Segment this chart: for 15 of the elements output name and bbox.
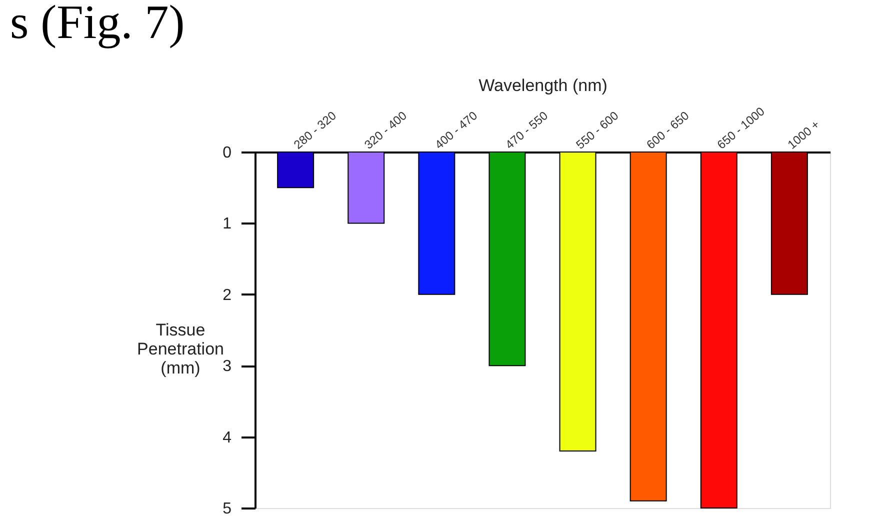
x-tick-label: 600 - 650 xyxy=(644,108,692,152)
x-tick-label: 320 - 400 xyxy=(362,108,410,152)
x-tick-label: 400 - 470 xyxy=(432,108,480,152)
x-tick-label: 280 - 320 xyxy=(291,108,340,152)
text: s (Fig. 7) xyxy=(10,0,185,49)
x-tick-label: 470 - 550 xyxy=(502,108,551,152)
x-tick-label: 550 - 600 xyxy=(573,108,622,152)
y-axis-title: Tissue Penetration (mm) xyxy=(137,320,224,378)
y-tick-label: 5 xyxy=(222,500,232,518)
y-tick-label: 2 xyxy=(222,286,232,304)
y-tick-label: 4 xyxy=(222,429,232,446)
x-axis-title: Wavelength (nm) xyxy=(478,76,608,96)
y-tick-label: 3 xyxy=(222,358,232,376)
y-tick-label: 1 xyxy=(222,216,232,233)
y-tick-label: 0 xyxy=(222,144,232,162)
